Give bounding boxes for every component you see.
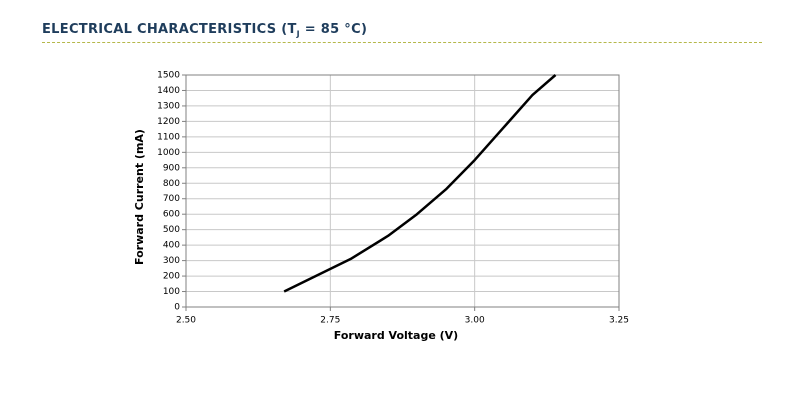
y-tick-label: 1200	[157, 117, 180, 127]
y-tick-label: 800	[163, 179, 180, 189]
y-tick-label: 900	[163, 163, 180, 173]
title-text: ELECTRICAL CHARACTERISTICS (T	[42, 22, 297, 37]
y-tick-label: 300	[163, 256, 180, 266]
y-tick-label: 700	[163, 194, 180, 204]
y-axis-title: Forward Current (mA)	[133, 129, 146, 265]
x-axis-title: Forward Voltage (V)	[334, 329, 458, 342]
title-text: = 85 °C)	[299, 22, 368, 37]
data-line	[283, 74, 557, 293]
title-subscript: J	[296, 29, 300, 39]
y-tick-label: 100	[163, 287, 180, 297]
y-tick-label: 400	[163, 241, 180, 251]
y-tick-label: 1300	[157, 101, 180, 111]
x-tick-label: 3.25	[609, 316, 629, 326]
y-tick-label: 0	[174, 303, 180, 313]
y-tick-label: 1100	[157, 132, 180, 142]
x-tick-label: 2.50	[176, 316, 196, 326]
plot-frame	[185, 74, 620, 308]
y-tick-label: 1400	[157, 86, 180, 96]
title-rule	[42, 42, 762, 43]
y-tick-label: 600	[163, 210, 180, 220]
y-tick-label: 1000	[157, 148, 180, 158]
y-tick-label: 1500	[157, 71, 180, 81]
x-tick-label: 2.75	[320, 316, 340, 326]
x-tick-label: 3.00	[465, 316, 485, 326]
page-title: ELECTRICAL CHARACTERISTICS (TJ = 85 °C)	[42, 22, 367, 39]
y-tick-label: 200	[163, 272, 180, 282]
y-tick-label: 500	[163, 225, 180, 235]
